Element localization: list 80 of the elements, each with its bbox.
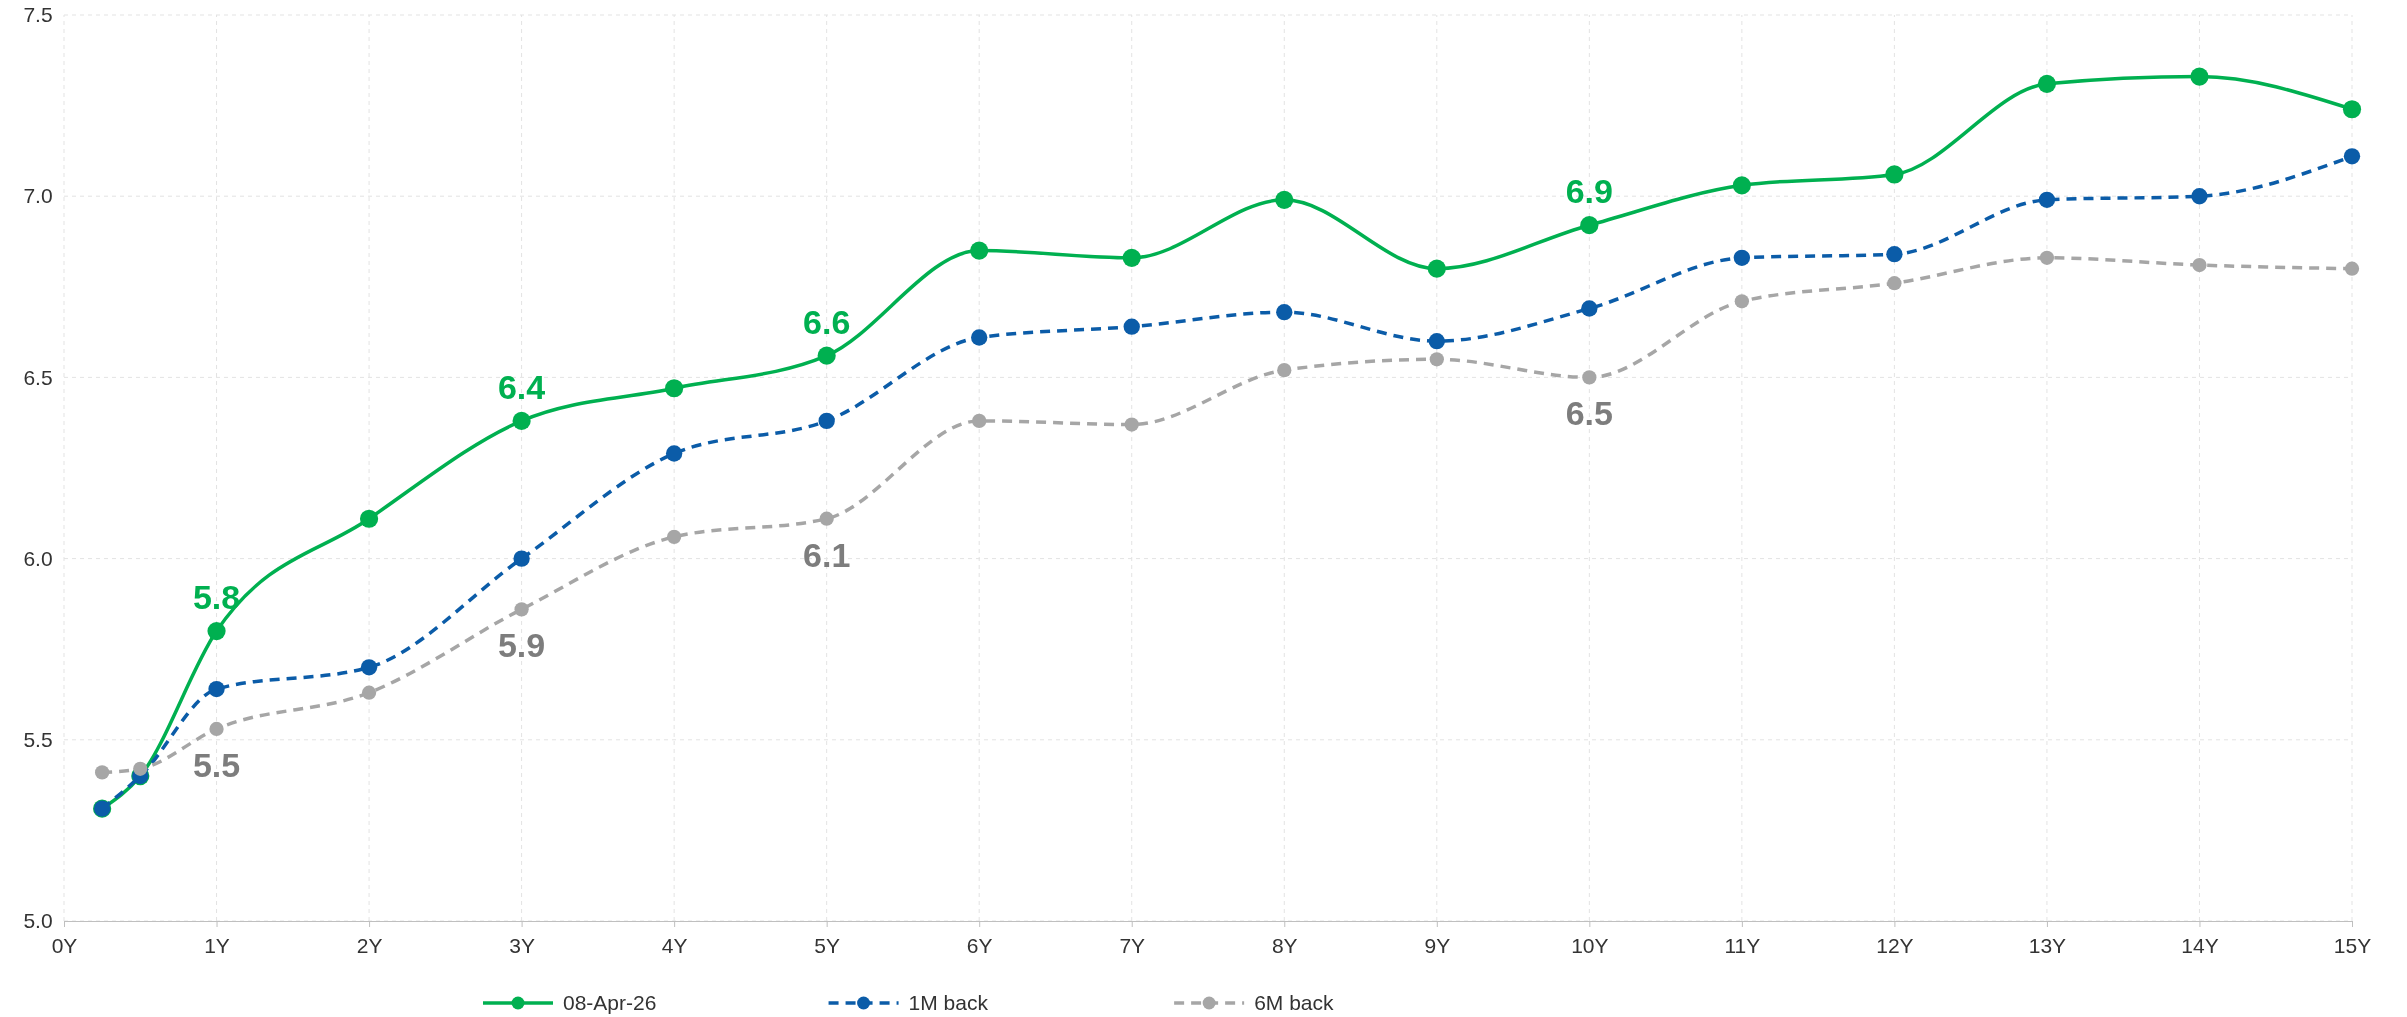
point (361, 685, 377, 700)
point (1582, 370, 1597, 385)
point (1581, 300, 1598, 317)
x-tick-label: 7Y (1119, 934, 1146, 958)
point (2344, 261, 2360, 276)
y-tick-label: 5.5 (23, 728, 53, 752)
x-tick-label: 2Y (356, 934, 383, 958)
x-tick-label: 3Y (509, 934, 535, 958)
point (665, 445, 683, 462)
point (2191, 188, 2208, 205)
point (1886, 246, 1903, 263)
point (819, 511, 834, 526)
x-tick-label: 14Y (2181, 934, 2219, 958)
annotation: 6.5 (1565, 394, 1613, 433)
point (665, 379, 684, 398)
annotation: 5.9 (497, 626, 546, 665)
x-tick-label: 13Y (2028, 934, 2067, 958)
point (208, 680, 225, 698)
point (970, 241, 989, 260)
point (360, 659, 378, 676)
point (1887, 276, 1902, 291)
point (972, 413, 987, 429)
point (1124, 417, 1139, 432)
point (1734, 294, 1749, 309)
point (2039, 250, 2055, 265)
point (818, 412, 835, 430)
point (359, 509, 379, 528)
x-tick-label: 9Y (1424, 934, 1451, 958)
point (1427, 259, 1446, 278)
point (1276, 304, 1293, 321)
point (133, 761, 148, 776)
point (1580, 216, 1599, 235)
point (971, 329, 988, 346)
y-tick-label: 7.5 (23, 3, 53, 27)
point (1275, 190, 1294, 209)
x-tick-label: 6Y (966, 934, 993, 958)
annotation: 6.4 (497, 367, 546, 406)
legend-label: 1M back (908, 991, 989, 1014)
annotation: 6.1 (803, 535, 851, 574)
x-tick-label: 12Y (1876, 934, 1914, 958)
x-tick-label: 0Y (51, 934, 78, 958)
point (1123, 318, 1140, 335)
legend-label: 6M back (1254, 991, 1334, 1014)
x-tick-label: 4Y (661, 934, 688, 958)
point (2038, 191, 2056, 208)
point (1277, 363, 1292, 378)
point (514, 602, 529, 617)
y-tick-label: 7.0 (23, 184, 53, 208)
point (207, 622, 226, 641)
point (667, 529, 682, 544)
x-tick-label: 5Y (814, 934, 841, 958)
point (1428, 333, 1445, 350)
point (1732, 176, 1751, 195)
annotation: 5.8 (192, 578, 241, 617)
annotation: 6.6 (803, 302, 851, 341)
legend-label: 08-Apr-26 (563, 991, 657, 1014)
point (512, 411, 531, 430)
point (1885, 165, 1904, 184)
point (95, 765, 110, 780)
y-tick-label: 6.5 (23, 365, 53, 389)
point (1429, 352, 1444, 367)
point (817, 346, 836, 365)
y-tick-label: 5.0 (23, 909, 53, 933)
x-tick-label: 11Y (1724, 934, 1761, 958)
point (1733, 249, 1751, 266)
point (2037, 74, 2057, 93)
annotation: 6.9 (1565, 172, 1613, 211)
y-tick-label: 6.0 (23, 546, 53, 570)
point (2190, 67, 2209, 86)
point (513, 550, 530, 567)
x-tick-label: 1Y (204, 934, 230, 958)
annotation: 5.5 (192, 745, 241, 784)
point (2192, 257, 2207, 273)
x-tick-label: 10Y (1571, 934, 1609, 958)
point (209, 721, 224, 737)
point (2342, 100, 2362, 119)
point (1122, 248, 1141, 267)
x-tick-label: 8Y (1271, 934, 1298, 958)
point (2343, 148, 2361, 165)
x-tick-label: 15Y (2333, 934, 2372, 958)
